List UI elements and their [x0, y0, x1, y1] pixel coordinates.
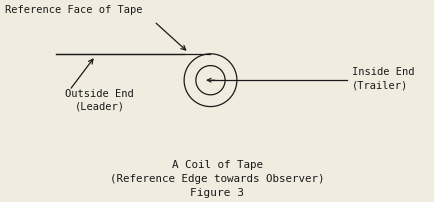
Text: A Coil of Tape: A Coil of Tape [171, 159, 263, 169]
Text: Outside End: Outside End [66, 89, 134, 99]
Text: Inside End: Inside End [352, 67, 415, 77]
Text: (Leader): (Leader) [75, 101, 125, 110]
Text: Figure 3: Figure 3 [190, 187, 244, 197]
Text: Reference Face of Tape: Reference Face of Tape [5, 5, 142, 15]
Text: (Reference Edge towards Observer): (Reference Edge towards Observer) [110, 173, 324, 183]
Text: (Trailer): (Trailer) [352, 80, 408, 90]
